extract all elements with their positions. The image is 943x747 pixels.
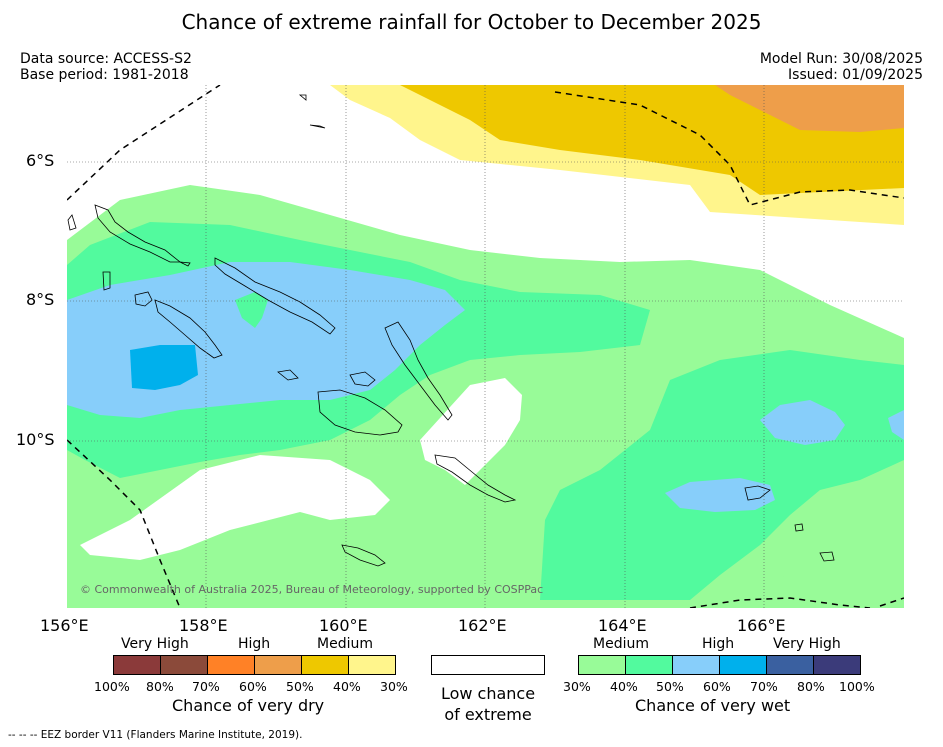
low-chance-swatch xyxy=(431,655,545,675)
dry-swatch-2 xyxy=(207,655,255,675)
meta-left: Data source: ACCESS-S2 Base period: 1981… xyxy=(20,51,192,83)
wet-swatch-3 xyxy=(719,655,767,675)
low-chance-legend-title: Low chance of extreme xyxy=(431,683,545,725)
lon-tick-156e: 156°E xyxy=(40,616,89,635)
eez-borders xyxy=(67,85,904,608)
dry-swatch-1 xyxy=(160,655,208,675)
wet-pct-40: 40% xyxy=(610,679,638,694)
model-run: Model Run: 30/08/2025 xyxy=(759,51,923,67)
copyright-note: © Commonwealth of Australia 2025, Bureau… xyxy=(80,583,544,596)
dry-pct-70: 70% xyxy=(192,679,220,694)
dry-pct-50: 50% xyxy=(286,679,314,694)
wet-swatch-0 xyxy=(578,655,626,675)
lon-tick-162e: 162°E xyxy=(458,616,507,635)
wet-pct-60: 60% xyxy=(703,679,731,694)
wet-level-medium: Medium xyxy=(593,636,649,652)
wet-pct-50: 50% xyxy=(656,679,684,694)
wet-legend-title: Chance of very wet xyxy=(635,696,791,715)
data-source: Data source: ACCESS-S2 xyxy=(20,51,192,67)
gridlines xyxy=(67,85,904,608)
dry-pct-40: 40% xyxy=(333,679,361,694)
dry-pct-30: 30% xyxy=(380,679,408,694)
lat-tick-10s: 10°S xyxy=(16,430,55,449)
wet-swatch-5 xyxy=(813,655,861,675)
dry-pct-80: 80% xyxy=(146,679,174,694)
wet-level-very-high: Very High xyxy=(773,636,841,652)
wet-high-patch-3 xyxy=(888,410,904,440)
wet-level-high: High xyxy=(702,636,735,652)
wet-high-patch-1 xyxy=(760,400,845,445)
low-chance-line-1: Low chance xyxy=(440,684,536,703)
low-chance-region-2 xyxy=(420,378,522,485)
dry-swatch-0 xyxy=(113,655,161,675)
dry-level-very-high: Very High xyxy=(121,636,189,652)
dry-legend-title: Chance of very dry xyxy=(172,696,325,715)
wet-swatch-2 xyxy=(672,655,720,675)
lon-tick-164e: 164°E xyxy=(598,616,647,635)
lat-tick-8s: 8°S xyxy=(26,290,55,309)
lon-tick-158e: 158°E xyxy=(179,616,228,635)
lon-tick-166e: 166°E xyxy=(737,616,786,635)
dry-swatch-4 xyxy=(301,655,349,675)
wet-swatch-1 xyxy=(625,655,673,675)
dry-high-orange-region xyxy=(715,85,904,132)
map-title: Chance of extreme rainfall for October t… xyxy=(181,10,762,34)
low-chance-line-2: of extreme xyxy=(444,705,532,724)
wet-pct-100: 100% xyxy=(839,679,875,694)
low-chance-region-1 xyxy=(80,455,390,560)
dry-swatch-5 xyxy=(348,655,396,675)
dry-pct-100: 100% xyxy=(94,679,130,694)
wet-pct-30: 30% xyxy=(563,679,591,694)
wet-medium-patch-east xyxy=(780,480,904,608)
coastlines xyxy=(67,94,835,567)
lat-tick-6s: 6°S xyxy=(26,151,55,170)
wet-high-patch-2 xyxy=(665,478,775,512)
issued-date: Issued: 01/09/2025 xyxy=(788,67,923,83)
wet-very-high-region xyxy=(130,345,198,390)
dry-swatch-3 xyxy=(254,655,302,675)
wet-pct-80: 80% xyxy=(797,679,825,694)
wet-pct-70: 70% xyxy=(750,679,778,694)
meta-right: Model Run: 30/08/2025 Issued: 01/09/2025 xyxy=(760,51,923,83)
lon-tick-160e: 160°E xyxy=(319,616,368,635)
wet-swatch-4 xyxy=(766,655,814,675)
dry-level-high: High xyxy=(238,636,271,652)
dry-level-medium: Medium xyxy=(317,636,373,652)
dry-pct-60: 60% xyxy=(239,679,267,694)
eez-border-note: -- -- -- EEZ border V11 (Flanders Marine… xyxy=(8,729,303,741)
base-period: Base period: 1981-2018 xyxy=(20,67,189,83)
